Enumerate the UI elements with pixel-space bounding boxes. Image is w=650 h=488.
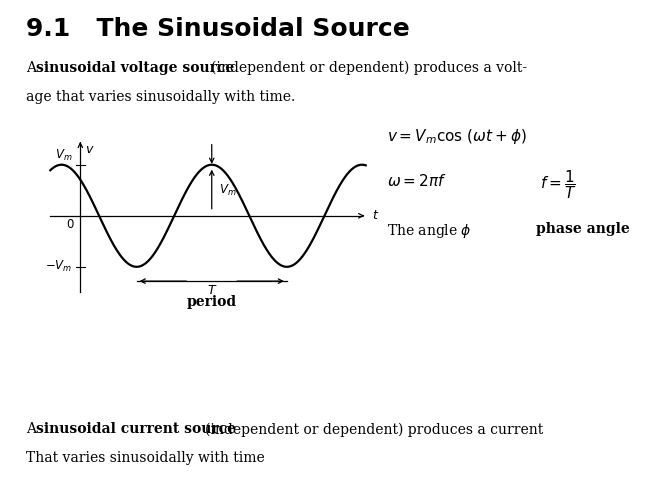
- Text: $v = V_m \cos\,(\omega t + \phi)$: $v = V_m \cos\,(\omega t + \phi)$: [387, 127, 526, 146]
- Text: (independent or dependent) produces a current: (independent or dependent) produces a cu…: [205, 422, 543, 436]
- Text: $-V_m$: $-V_m$: [46, 259, 73, 274]
- Text: (independent or dependent) produces a volt-: (independent or dependent) produces a vo…: [211, 61, 527, 75]
- Text: sinusoidal current source: sinusoidal current source: [36, 422, 236, 436]
- Text: $\omega = 2\pi f$: $\omega = 2\pi f$: [387, 173, 447, 189]
- Text: $0$: $0$: [66, 218, 74, 231]
- Text: $T$: $T$: [207, 284, 217, 297]
- Text: age that varies sinusoidally with time.: age that varies sinusoidally with time.: [26, 90, 295, 104]
- Text: That varies sinusoidally with time: That varies sinusoidally with time: [26, 451, 265, 466]
- Text: 9.1   The Sinusoidal Source: 9.1 The Sinusoidal Source: [26, 17, 410, 41]
- Text: $f = \dfrac{1}{T}$: $f = \dfrac{1}{T}$: [540, 168, 576, 201]
- Text: $V_m$: $V_m$: [219, 183, 237, 198]
- Text: A: A: [26, 422, 40, 436]
- Text: period: period: [187, 295, 237, 309]
- Text: $V_m$: $V_m$: [55, 148, 73, 163]
- Text: $t$: $t$: [372, 209, 379, 222]
- Text: The angle $\phi$: The angle $\phi$: [387, 222, 471, 240]
- Text: sinusoidal voltage source: sinusoidal voltage source: [36, 61, 234, 75]
- Text: A: A: [26, 61, 40, 75]
- Text: $v$: $v$: [84, 143, 94, 156]
- Text: phase angle: phase angle: [536, 222, 630, 236]
